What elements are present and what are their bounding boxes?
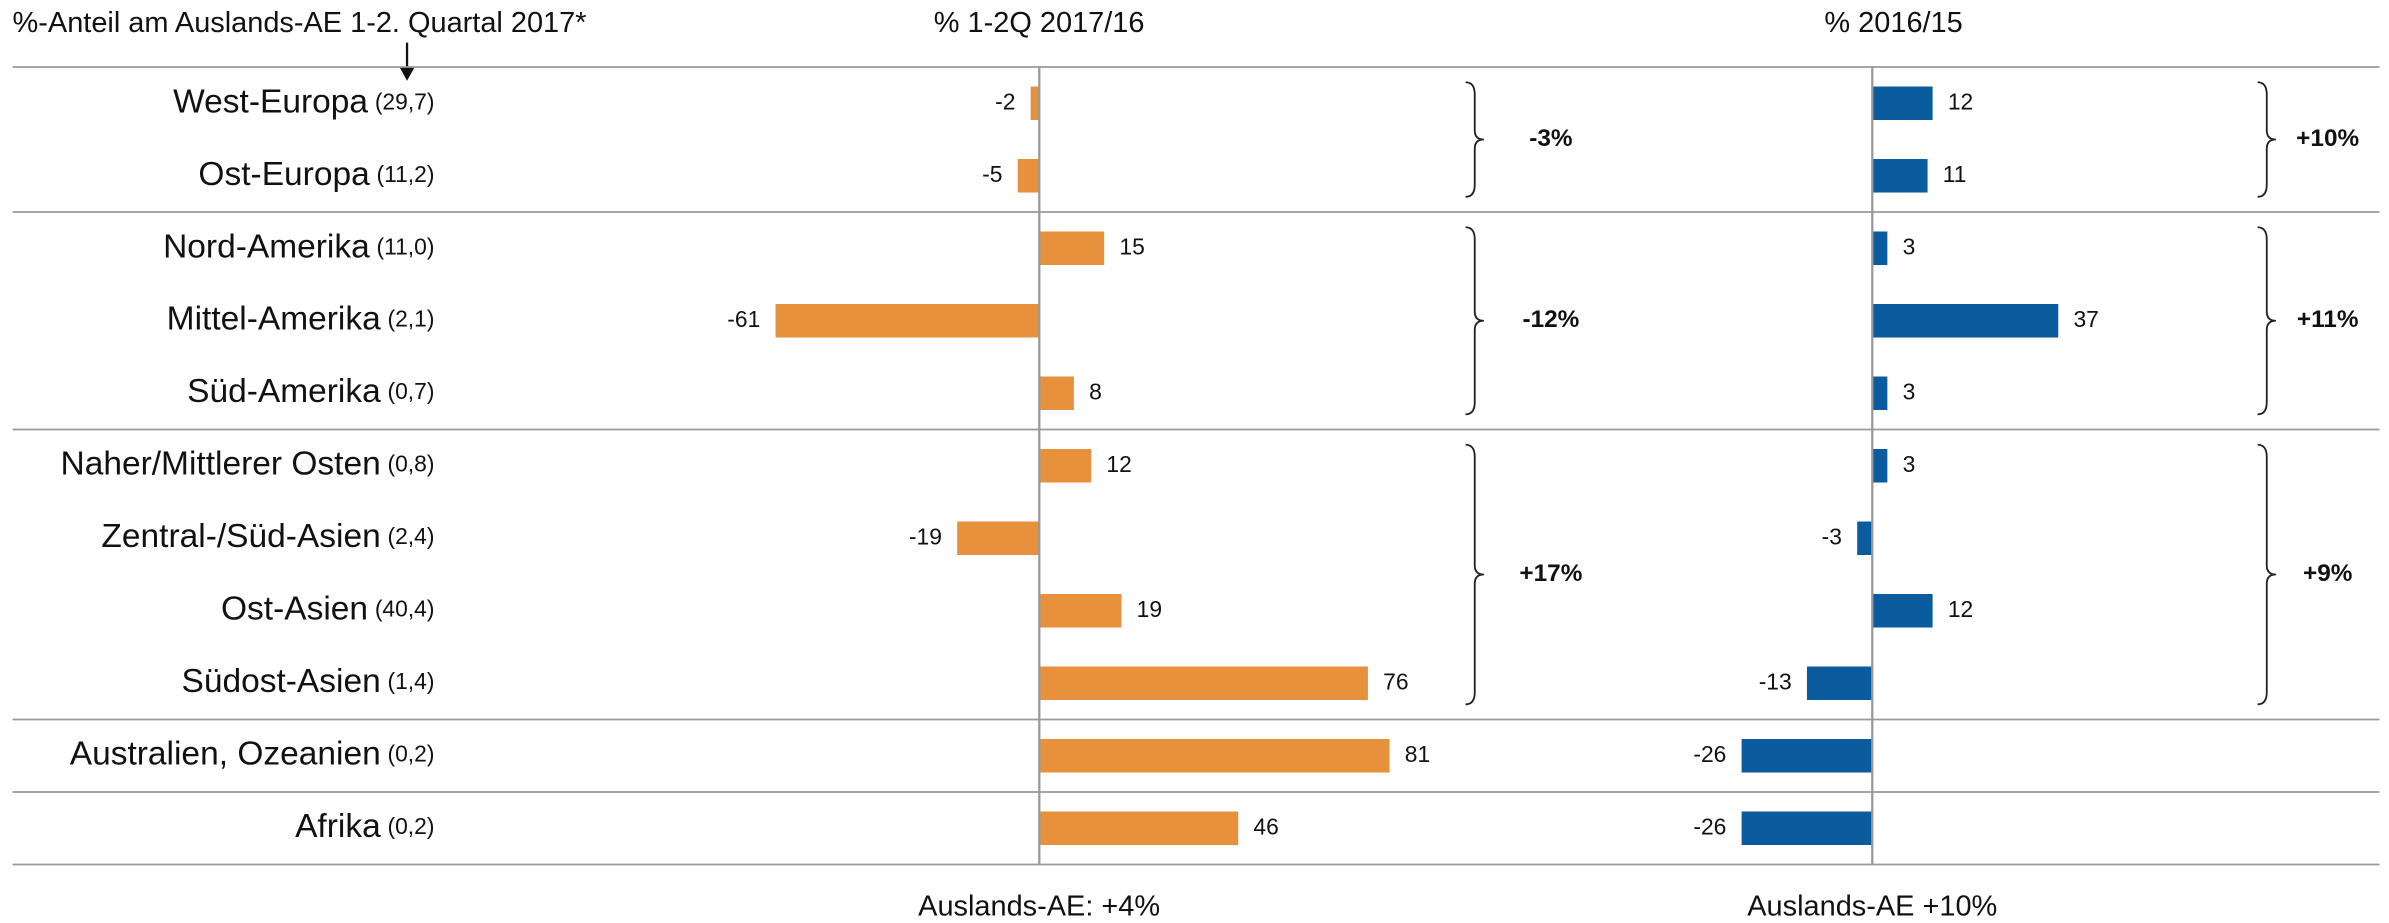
group-label: +17% [1519, 560, 1582, 587]
group-brace [2257, 226, 2276, 416]
category-share: (0,7) [388, 378, 435, 404]
bar [1039, 811, 1239, 846]
category-name: Süd-Amerika [187, 373, 381, 410]
value-label: 11 [1943, 161, 1967, 187]
value-label: 3 [1903, 378, 1916, 404]
bar [1039, 739, 1390, 773]
value-label: 37 [2073, 306, 2098, 332]
bar [1039, 666, 1368, 701]
category-share: (0,2) [388, 741, 435, 767]
series-header: % 2016/15 [1824, 7, 1962, 39]
group-label: +10% [2296, 125, 2359, 152]
value-label: -19 [909, 523, 942, 549]
category-label: Ost-Europa (11,2) [198, 156, 434, 193]
bar [957, 521, 1040, 556]
bar [1872, 159, 1928, 193]
value-label: -2 [995, 88, 1015, 114]
value-label: 81 [1405, 741, 1430, 767]
group-brace [1465, 81, 1484, 198]
value-label: 3 [1903, 233, 1916, 259]
group-label: +11% [2297, 306, 2359, 333]
category-name: Südost-Asien [181, 663, 380, 700]
bar [1872, 304, 2059, 338]
value-label: 12 [1948, 88, 1973, 114]
group-label: -12% [1522, 306, 1579, 333]
category-label: Australien, Ozeanien (0,2) [70, 736, 435, 773]
category-label: Südost-Asien (1,4) [181, 663, 434, 700]
bar [1039, 376, 1074, 411]
bar [1872, 231, 1888, 266]
category-share: (11,0) [377, 233, 435, 259]
bar [1872, 86, 1933, 121]
group-label: -3% [1529, 125, 1573, 152]
category-share: (1,4) [388, 668, 435, 694]
bar [1806, 666, 1873, 701]
value-label: -61 [727, 306, 760, 332]
bar [1741, 811, 1873, 846]
category-share: (0,2) [388, 813, 435, 839]
category-label: Zentral-/Süd-Asien (2,4) [101, 518, 434, 555]
group-brace [2257, 443, 2276, 706]
bar [1039, 231, 1105, 266]
category-label: Nord-Amerika (11,0) [163, 228, 434, 265]
category-name: Nord-Amerika [163, 228, 370, 265]
category-name: West-Europa [173, 83, 368, 120]
value-label: 46 [1253, 813, 1278, 839]
bar [1857, 521, 1873, 556]
category-label: Ost-Asien (40,4) [221, 591, 435, 628]
chart-title: %-Anteil am Auslands-AE 1-2. Quartal 201… [13, 7, 587, 39]
series-total: Auslands-AE: +4% [918, 890, 1160, 922]
group-brace [1465, 443, 1484, 706]
bar [1872, 376, 1888, 411]
value-label: 19 [1137, 596, 1162, 622]
category-name: Afrika [295, 808, 381, 845]
category-share: (0,8) [388, 451, 435, 477]
bar [1017, 159, 1040, 193]
value-label: 76 [1383, 668, 1408, 694]
category-name: Zentral-/Süd-Asien [101, 518, 380, 555]
value-label: -13 [1759, 668, 1792, 694]
value-label: 12 [1948, 596, 1973, 622]
group-brace [1465, 226, 1484, 416]
series-total: Auslands-AE +10% [1747, 890, 1997, 922]
value-label: -26 [1693, 813, 1726, 839]
series-header: % 1-2Q 2017/16 [934, 7, 1145, 39]
category-share: (11,2) [377, 161, 435, 187]
value-label: -26 [1693, 741, 1726, 767]
category-share: (2,4) [388, 523, 435, 549]
group-label: +9% [2303, 560, 2353, 587]
category-share: (29,7) [375, 88, 435, 114]
group-brace [2257, 81, 2276, 198]
category-label: West-Europa (29,7) [173, 83, 434, 120]
bar [775, 304, 1040, 338]
bar [1039, 449, 1092, 483]
arrow-head [399, 67, 415, 81]
value-label: -3 [1822, 523, 1842, 549]
value-label: 3 [1903, 451, 1916, 477]
bar [1030, 86, 1040, 121]
value-label: -5 [982, 161, 1002, 187]
category-label: Mittel-Amerika (2,1) [167, 301, 435, 338]
category-name: Naher/Mittlerer Osten [61, 446, 381, 483]
category-share: (2,1) [388, 306, 435, 332]
category-label: Süd-Amerika (0,7) [187, 373, 434, 410]
bar [1872, 594, 1933, 628]
category-name: Australien, Ozeanien [70, 736, 381, 773]
category-label: Naher/Mittlerer Osten (0,8) [61, 446, 435, 483]
value-label: 8 [1089, 378, 1102, 404]
category-name: Ost-Europa [198, 156, 370, 193]
bar [1741, 739, 1873, 773]
category-share: (40,4) [375, 596, 435, 622]
value-label: 12 [1106, 451, 1131, 477]
bar [1872, 449, 1888, 483]
category-name: Mittel-Amerika [167, 301, 381, 338]
value-label: 15 [1119, 233, 1144, 259]
category-name: Ost-Asien [221, 591, 368, 628]
bar [1039, 594, 1122, 628]
category-label: Afrika (0,2) [295, 808, 434, 845]
